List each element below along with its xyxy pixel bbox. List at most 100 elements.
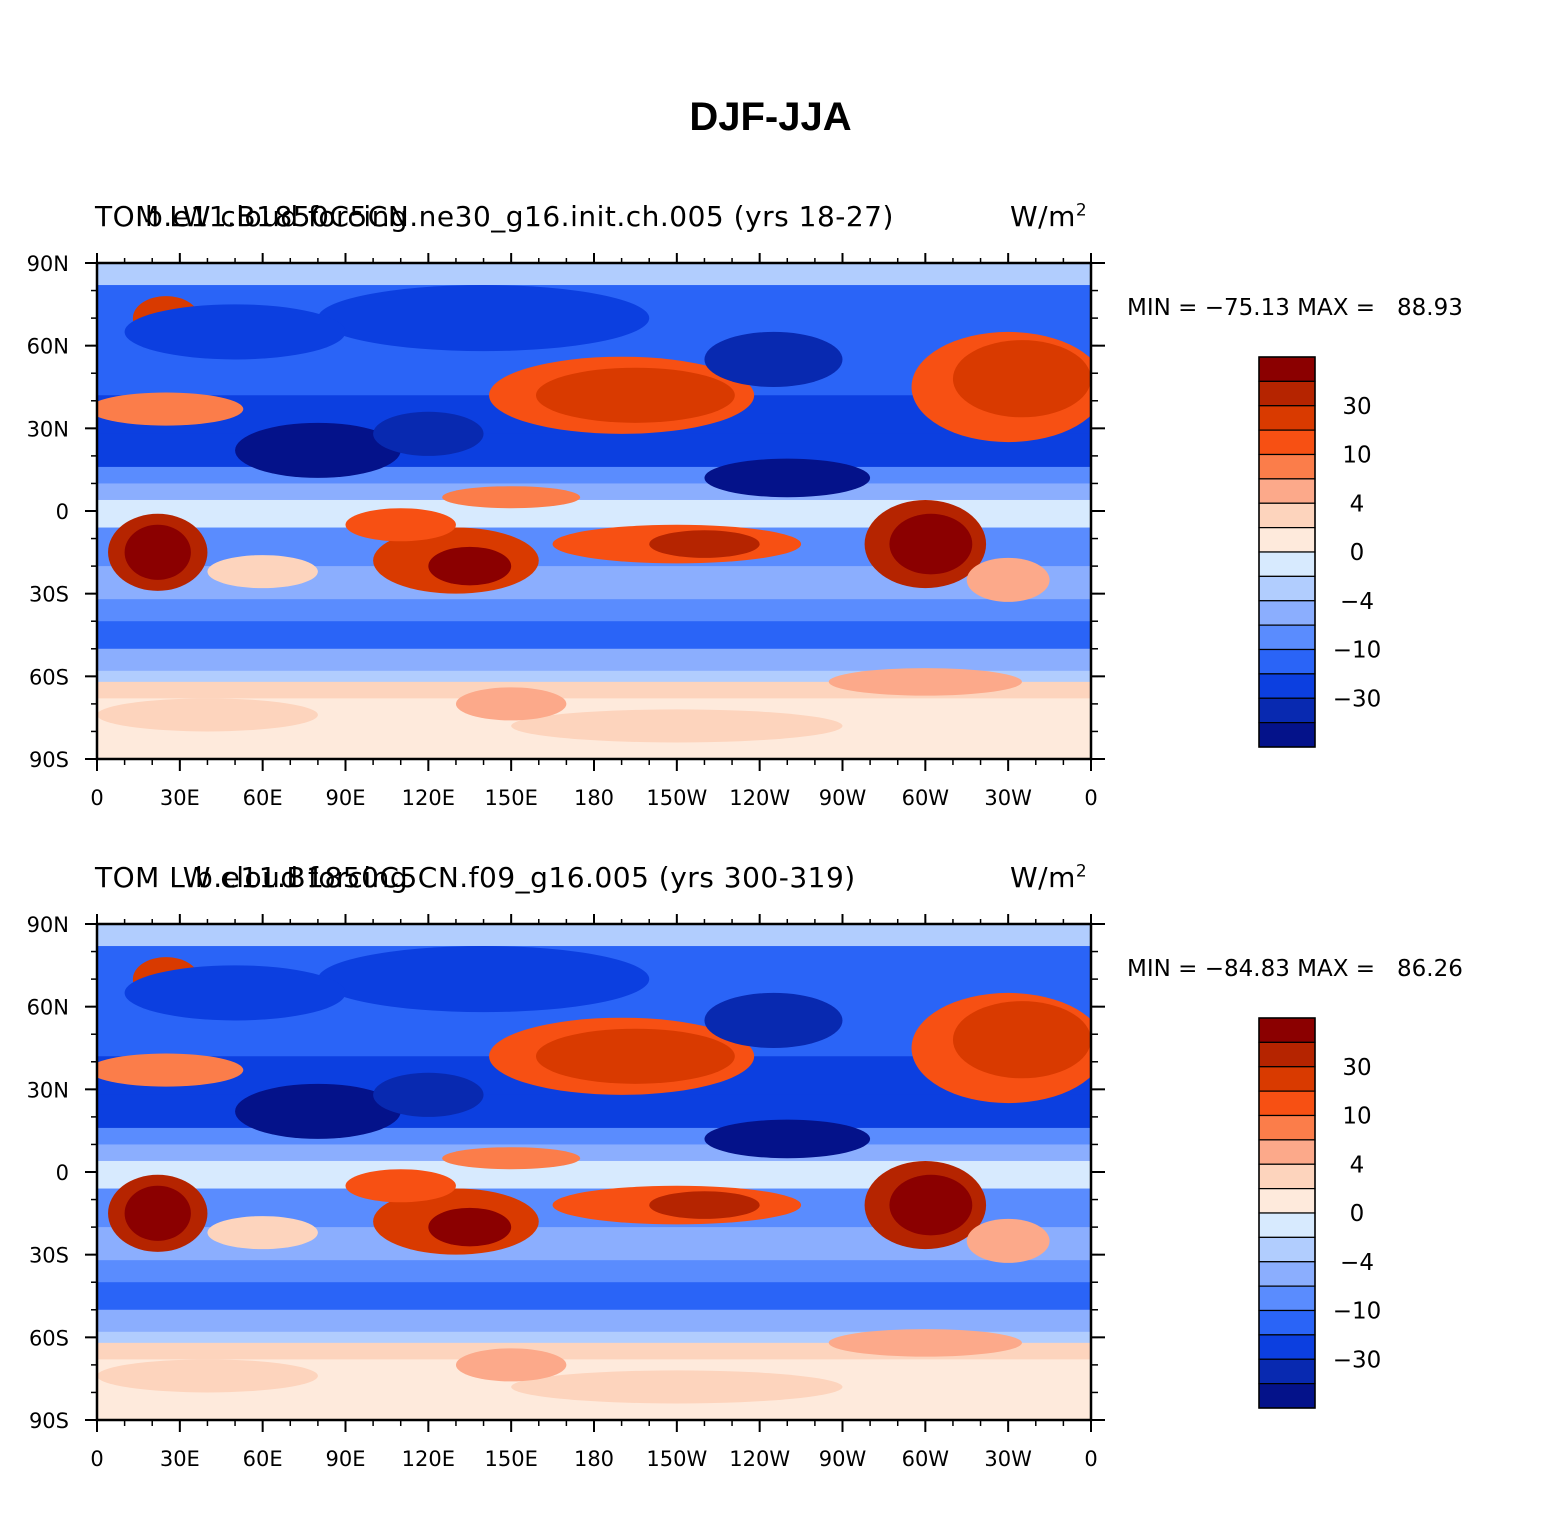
colorbar-swatch (1258, 1114, 1316, 1141)
contour-field (97, 924, 1091, 1420)
colorbar-label: 0 (1350, 540, 1365, 566)
lat-tick-label: 90N (27, 252, 69, 276)
contour-region (235, 422, 401, 478)
map-figure: 90N 60N 30N 0 30S 60S 90S 0 30E 60E 90E 120E 150E 180… (27, 913, 1382, 1471)
contour-region (952, 1001, 1091, 1079)
contour-band (97, 1309, 1091, 1333)
colorbar-label: −4 (1340, 589, 1374, 615)
lat-tick-label: 60S (29, 665, 69, 689)
contour-region (97, 1053, 244, 1087)
colorbar-label: 10 (1342, 1104, 1371, 1130)
contour-band (97, 648, 1091, 672)
colorbar-swatch (1258, 478, 1316, 504)
contour-region (455, 1348, 567, 1382)
contour-region (124, 1185, 191, 1241)
colorbar-swatch (1258, 380, 1316, 407)
colorbar-swatch (1258, 575, 1316, 602)
colorbar-swatch (1258, 405, 1316, 431)
min-value: MIN = −75.13 (1127, 295, 1290, 321)
colorbar-swatch (1258, 429, 1316, 456)
colorbar-label: 4 (1350, 491, 1365, 517)
contour-region (511, 709, 843, 743)
contour-region (442, 486, 581, 509)
colorbar-swatch (1258, 1090, 1316, 1117)
colorbar-swatch (1258, 1212, 1316, 1238)
contour-region (207, 1216, 318, 1250)
contour-region (442, 1147, 581, 1170)
lat-tick-label: 90S (29, 748, 69, 772)
contour-band (97, 466, 1091, 485)
min-value: MIN = −84.83 (1127, 956, 1290, 982)
lat-tick-label: 30N (27, 417, 69, 441)
lon-tick-label: 90W (819, 1447, 867, 1471)
contour-region (704, 1119, 871, 1159)
colorbar-swatch (1258, 527, 1316, 553)
lon-tick-label: 60E (243, 786, 283, 810)
colorbar-swatch (1258, 1041, 1316, 1068)
colorbar-swatch (1258, 1383, 1316, 1409)
contour-region (373, 1072, 484, 1117)
contour-band (97, 1127, 1091, 1146)
lat-tick-label: 90S (29, 1409, 69, 1433)
lon-tick-label: 120W (729, 786, 790, 810)
lon-tick-label: 30W (984, 786, 1032, 810)
lat-tick-label: 30S (29, 583, 69, 607)
colorbar-swatch (1258, 1358, 1316, 1385)
min-max-readout: MIN = −84.83 MAX = 86.26 (1127, 956, 1463, 982)
figure-title: DJF-JJA (689, 95, 852, 139)
contour-band (97, 924, 1091, 948)
contour-band (97, 483, 1091, 501)
lon-tick-label: 60W (902, 786, 950, 810)
contour-region (536, 367, 735, 423)
contour-region (124, 965, 346, 1021)
colorbar-swatch (1258, 1139, 1316, 1165)
min-max-readout: MIN = −75.13 MAX = 88.93 (1127, 295, 1463, 321)
colorbar-swatch (1258, 453, 1316, 480)
contour-region (428, 546, 512, 586)
contour-region (345, 1169, 456, 1203)
map-panel-2: TOM LW cloud forcing b.e11.B1850C5CN.f09… (0, 821, 1541, 1481)
contour-band (97, 263, 1091, 287)
lon-tick-label: 0 (1084, 1447, 1097, 1471)
lon-tick-label: 90E (326, 1447, 366, 1471)
lon-tick-label: 30E (160, 1447, 200, 1471)
lon-tick-label: 30W (984, 1447, 1032, 1471)
lon-tick-label: 150W (646, 1447, 707, 1471)
contour-region (97, 698, 318, 732)
colorbar-swatch (1258, 1261, 1316, 1287)
lon-tick-label: 60W (902, 1447, 950, 1471)
colorbar-swatch (1258, 1309, 1316, 1336)
colorbar-swatch (1258, 1285, 1316, 1312)
colorbar-swatch (1258, 1334, 1316, 1360)
colorbar-frame (1258, 1017, 1316, 1409)
contour-band (97, 621, 1091, 650)
contour-region (373, 411, 484, 456)
panel-units-label: W/m2 (1010, 861, 1088, 894)
lon-tick-label: 0 (90, 786, 103, 810)
lon-tick-label: 150E (484, 1447, 537, 1471)
lon-tick-label: 120E (402, 786, 455, 810)
contour-region (455, 687, 567, 721)
map-figure: 90N 60N 30N 0 30S 60S 90S 0 30E 60E 90E 120E 150E 180… (27, 252, 1382, 810)
contour-band (97, 1144, 1091, 1162)
contour-region (317, 946, 650, 1013)
panel-center-label: b.e11.B1850C5CN.f09_g16.005 (yrs 300-319… (195, 861, 856, 894)
colorbar-label: 0 (1350, 1201, 1365, 1227)
contour-region (124, 304, 346, 360)
lat-tick-label: 60N (27, 996, 69, 1020)
lat-tick-label: 60S (29, 1326, 69, 1350)
colorbar-label: −10 (1333, 1299, 1382, 1325)
contour-region (207, 555, 318, 589)
colorbar-label: 4 (1350, 1152, 1365, 1178)
lat-tick-label: 0 (56, 500, 69, 524)
contour-region (536, 1028, 735, 1084)
lon-tick-label: 120E (402, 1447, 455, 1471)
contour-region (124, 524, 191, 580)
max-value: MAX = 86.26 (1297, 956, 1463, 982)
contour-band (97, 1260, 1091, 1284)
colorbar-swatch (1258, 722, 1316, 748)
lon-tick-label: 180 (574, 786, 614, 810)
colorbar-swatch (1258, 551, 1316, 577)
lon-tick-label: 30E (160, 786, 200, 810)
contour-region (966, 1218, 1050, 1263)
